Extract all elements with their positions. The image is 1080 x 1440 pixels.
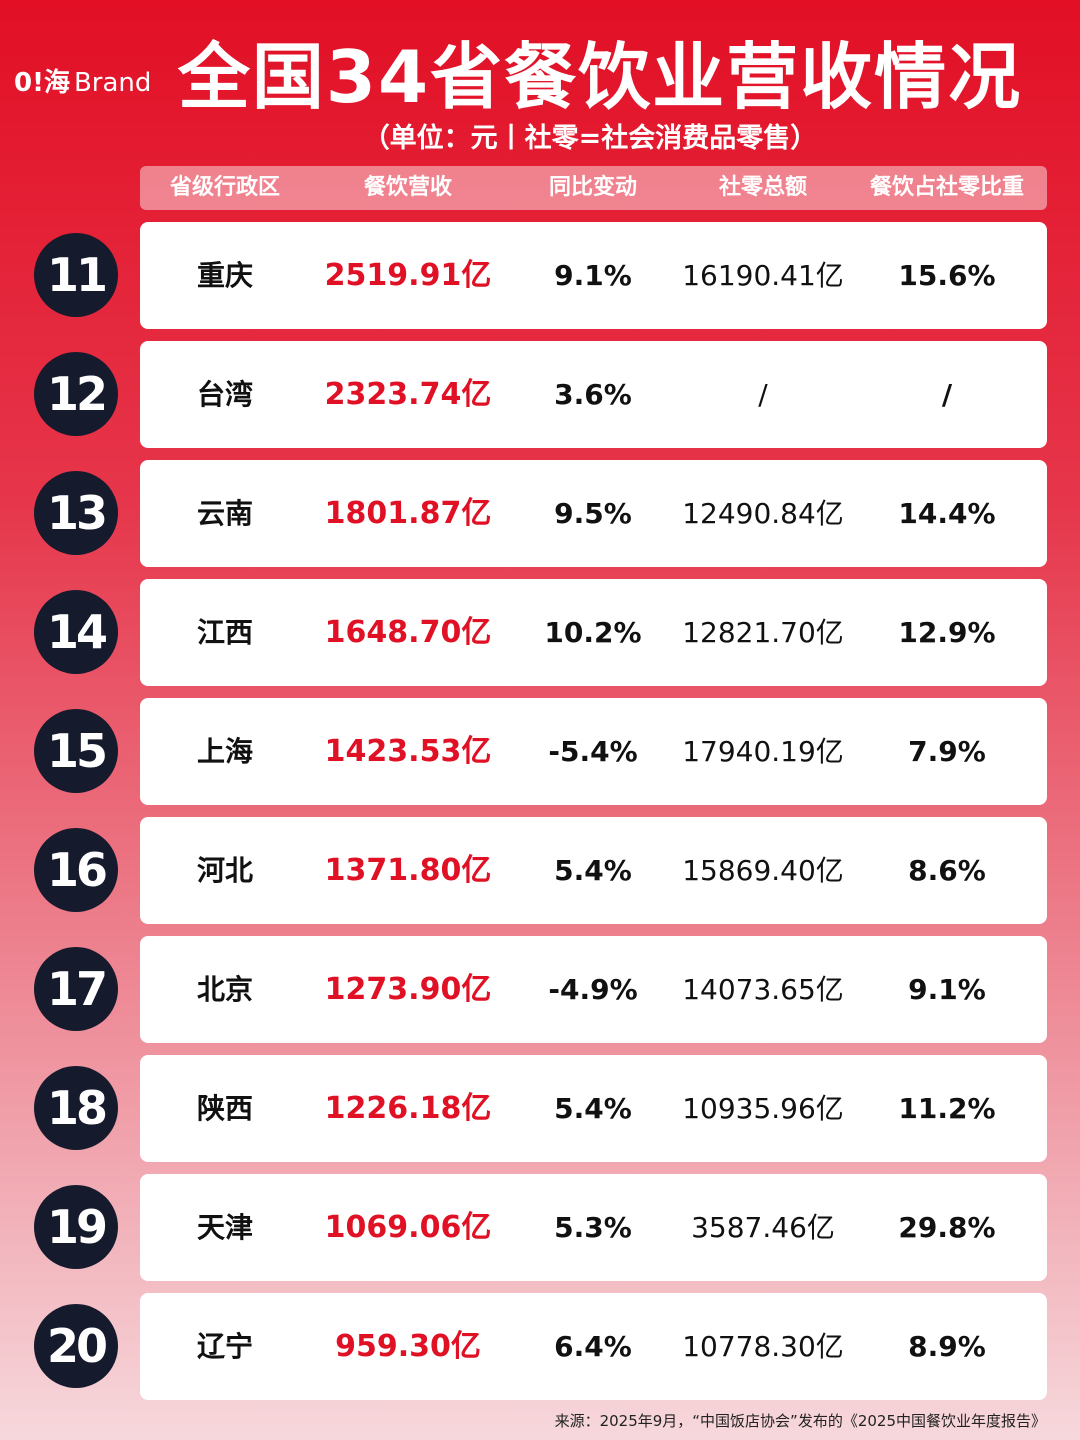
yoy-change: -4.9% bbox=[548, 973, 638, 1006]
source: 来源：2025年9月，“中国饭店协会”发布的《2025中国餐饮业年度报告》 bbox=[554, 1412, 1046, 1430]
province: 北京 bbox=[196, 973, 253, 1006]
share: 8.9% bbox=[908, 1330, 986, 1363]
rank-badge: 11 bbox=[34, 233, 118, 317]
yoy-change: 9.5% bbox=[554, 497, 632, 530]
row-card: 北京 1273.90亿 -4.9% 14073.65亿 9.1% bbox=[140, 936, 1047, 1043]
retail-total: 12821.70亿 bbox=[682, 616, 844, 649]
revenue: 2323.74亿 bbox=[324, 377, 492, 412]
row-card: 辽宁 959.30亿 6.4% 10778.30亿 8.9% bbox=[140, 1293, 1047, 1400]
logo-text: Brand bbox=[73, 68, 152, 98]
share: / bbox=[941, 378, 953, 411]
revenue: 2519.91亿 bbox=[324, 258, 492, 293]
yoy-change: 10.2% bbox=[544, 616, 642, 649]
rank-badge: 16 bbox=[34, 828, 118, 912]
revenue: 1648.70亿 bbox=[324, 615, 492, 650]
yoy-change: 6.4% bbox=[554, 1330, 632, 1363]
share: 8.6% bbox=[908, 854, 986, 887]
revenue: 1273.90亿 bbox=[324, 972, 492, 1007]
share: 7.9% bbox=[908, 735, 986, 768]
province: 江西 bbox=[196, 616, 253, 649]
rank-badge: 14 bbox=[34, 590, 118, 674]
province: 陕西 bbox=[196, 1092, 253, 1125]
logo-mark: 0!海 bbox=[14, 68, 70, 98]
column-header: 餐饮营收 bbox=[363, 175, 452, 200]
yoy-change: 5.3% bbox=[554, 1211, 632, 1244]
yoy-change: 5.4% bbox=[554, 1092, 632, 1125]
row-card: 河北 1371.80亿 5.4% 15869.40亿 8.6% bbox=[140, 817, 1047, 924]
share: 12.9% bbox=[898, 616, 996, 649]
province: 天津 bbox=[196, 1211, 253, 1244]
yoy-change: 9.1% bbox=[554, 259, 632, 292]
retail-total: 14073.65亿 bbox=[682, 973, 844, 1006]
rank-badge: 12 bbox=[34, 352, 118, 436]
revenue: 959.30亿 bbox=[335, 1329, 481, 1364]
yoy-change: 5.4% bbox=[554, 854, 632, 887]
revenue: 1801.87亿 bbox=[324, 496, 492, 531]
rank-badge: 20 bbox=[34, 1304, 118, 1388]
column-header: 餐饮占社零比重 bbox=[869, 175, 1024, 200]
column-header: 省级行政区 bbox=[169, 175, 280, 200]
subtitle: （单位：元丨社零=社会消费品零售） bbox=[362, 123, 818, 154]
province: 台湾 bbox=[196, 378, 253, 411]
column-header: 同比变动 bbox=[548, 175, 637, 200]
province: 云南 bbox=[196, 497, 253, 530]
row-card: 重庆 2519.91亿 9.1% 16190.41亿 15.6% bbox=[140, 222, 1047, 329]
logo: 0!海 Brand bbox=[14, 62, 151, 99]
share: 9.1% bbox=[908, 973, 986, 1006]
province: 重庆 bbox=[196, 259, 253, 292]
revenue: 1069.06亿 bbox=[324, 1210, 492, 1245]
row-card: 陕西 1226.18亿 5.4% 10935.96亿 11.2% bbox=[140, 1055, 1047, 1162]
share: 14.4% bbox=[898, 497, 996, 530]
rank-badge: 17 bbox=[34, 947, 118, 1031]
revenue: 1371.80亿 bbox=[324, 853, 492, 888]
retail-total: 16190.41亿 bbox=[682, 259, 844, 292]
retail-total: 12490.84亿 bbox=[682, 497, 844, 530]
revenue: 1226.18亿 bbox=[324, 1091, 492, 1126]
row-card: 天津 1069.06亿 5.3% 3587.46亿 29.8% bbox=[140, 1174, 1047, 1281]
column-header: 社零总额 bbox=[718, 175, 807, 200]
yoy-change: 3.6% bbox=[554, 378, 632, 411]
rank-badge: 13 bbox=[34, 471, 118, 555]
retail-total: 3587.46亿 bbox=[691, 1211, 835, 1244]
rank-badge: 18 bbox=[34, 1066, 118, 1150]
share: 15.6% bbox=[898, 259, 996, 292]
share: 11.2% bbox=[898, 1092, 996, 1125]
retail-total: 10935.96亿 bbox=[682, 1092, 844, 1125]
revenue: 1423.53亿 bbox=[324, 734, 492, 769]
province: 河北 bbox=[196, 854, 253, 887]
row-card: 江西 1648.70亿 10.2% 12821.70亿 12.9% bbox=[140, 579, 1047, 686]
province: 上海 bbox=[196, 735, 253, 768]
row-card: 台湾 2323.74亿 3.6% / / bbox=[140, 341, 1047, 448]
table-header: 省级行政区 餐饮营收 同比变动 社零总额 餐饮占社零比重 bbox=[140, 166, 1047, 210]
title: 全国34省餐饮业营收情况 bbox=[177, 35, 1023, 119]
retail-total: 17940.19亿 bbox=[682, 735, 844, 768]
row-card: 上海 1423.53亿 -5.4% 17940.19亿 7.9% bbox=[140, 698, 1047, 805]
retail-total: 10778.30亿 bbox=[682, 1330, 844, 1363]
retail-total: / bbox=[758, 378, 768, 411]
share: 29.8% bbox=[898, 1211, 996, 1244]
province: 辽宁 bbox=[196, 1330, 253, 1363]
rank-badge: 19 bbox=[34, 1185, 118, 1269]
yoy-change: -5.4% bbox=[548, 735, 638, 768]
retail-total: 15869.40亿 bbox=[682, 854, 844, 887]
row-card: 云南 1801.87亿 9.5% 12490.84亿 14.4% bbox=[140, 460, 1047, 567]
rank-badge: 15 bbox=[34, 709, 118, 793]
